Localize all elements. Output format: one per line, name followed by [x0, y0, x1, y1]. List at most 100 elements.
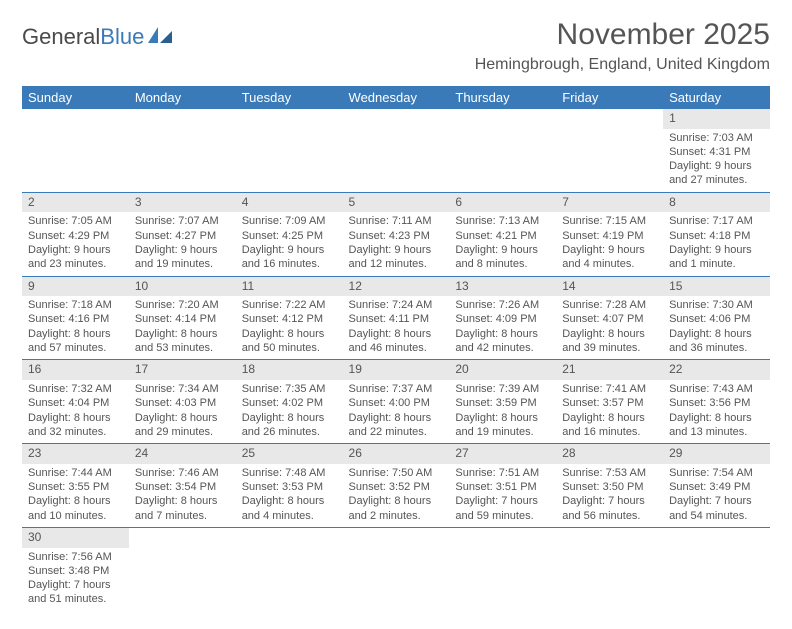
sunrise-text: Sunrise: 7:54 AM [669, 466, 764, 480]
day-data: Sunrise: 7:44 AMSunset: 3:55 PMDaylight:… [22, 464, 129, 527]
calendar-cell [236, 527, 343, 610]
calendar-week-row: 1Sunrise: 7:03 AMSunset: 4:31 PMDaylight… [22, 109, 770, 192]
calendar-cell [449, 527, 556, 610]
sunrise-text: Sunrise: 7:56 AM [28, 550, 123, 564]
day-data: Sunrise: 7:07 AMSunset: 4:27 PMDaylight:… [129, 212, 236, 275]
sunrise-text: Sunrise: 7:37 AM [349, 382, 444, 396]
daylight-text: Daylight: 8 hours and 53 minutes. [135, 327, 230, 356]
day-data: Sunrise: 7:32 AMSunset: 4:04 PMDaylight:… [22, 380, 129, 443]
sunrise-text: Sunrise: 7:39 AM [455, 382, 550, 396]
day-number: 8 [663, 193, 770, 213]
daylight-text: Daylight: 7 hours and 59 minutes. [455, 494, 550, 523]
sunset-text: Sunset: 4:04 PM [28, 396, 123, 410]
sunrise-text: Sunrise: 7:05 AM [28, 214, 123, 228]
calendar-week-row: 16Sunrise: 7:32 AMSunset: 4:04 PMDayligh… [22, 360, 770, 444]
sunset-text: Sunset: 4:14 PM [135, 312, 230, 326]
sunrise-text: Sunrise: 7:32 AM [28, 382, 123, 396]
daylight-text: Daylight: 8 hours and 50 minutes. [242, 327, 337, 356]
daylight-text: Daylight: 9 hours and 16 minutes. [242, 243, 337, 272]
calendar-cell: 22Sunrise: 7:43 AMSunset: 3:56 PMDayligh… [663, 360, 770, 444]
daylight-text: Daylight: 8 hours and 4 minutes. [242, 494, 337, 523]
calendar-cell: 19Sunrise: 7:37 AMSunset: 4:00 PMDayligh… [343, 360, 450, 444]
sunset-text: Sunset: 4:19 PM [562, 229, 657, 243]
day-data: Sunrise: 7:20 AMSunset: 4:14 PMDaylight:… [129, 296, 236, 359]
day-number: 20 [449, 360, 556, 380]
sunrise-text: Sunrise: 7:35 AM [242, 382, 337, 396]
sunset-text: Sunset: 4:16 PM [28, 312, 123, 326]
day-data: Sunrise: 7:24 AMSunset: 4:11 PMDaylight:… [343, 296, 450, 359]
calendar-cell: 13Sunrise: 7:26 AMSunset: 4:09 PMDayligh… [449, 276, 556, 360]
sunset-text: Sunset: 3:54 PM [135, 480, 230, 494]
day-number: 21 [556, 360, 663, 380]
calendar-week-row: 23Sunrise: 7:44 AMSunset: 3:55 PMDayligh… [22, 444, 770, 528]
calendar-cell [663, 527, 770, 610]
day-number: 7 [556, 193, 663, 213]
sunset-text: Sunset: 3:55 PM [28, 480, 123, 494]
calendar-cell: 28 Sunrise: 7:53 AMSunset: 3:50 PMDayligh… [556, 444, 663, 528]
day-number: 10 [129, 277, 236, 297]
page-title: November 2025 [475, 18, 770, 52]
sunrise-text: Sunrise: 7:24 AM [349, 298, 444, 312]
sunrise-text: Sunrise: 7:43 AM [669, 382, 764, 396]
day-number: 6 [449, 193, 556, 213]
sunset-text: Sunset: 3:50 PM [562, 480, 657, 494]
calendar-cell: 12Sunrise: 7:24 AMSunset: 4:11 PMDayligh… [343, 276, 450, 360]
sunset-text: Sunset: 4:07 PM [562, 312, 657, 326]
day-data: Sunrise: 7:28 AMSunset: 4:07 PMDaylight:… [556, 296, 663, 359]
logo-part1: General [22, 24, 100, 49]
daylight-text: Daylight: 7 hours and 56 minutes. [562, 494, 657, 523]
daylight-text: Daylight: 8 hours and 2 minutes. [349, 494, 444, 523]
day-number: 5 [343, 193, 450, 213]
sunrise-text: Sunrise: 7:22 AM [242, 298, 337, 312]
sunset-text: Sunset: 3:57 PM [562, 396, 657, 410]
sunset-text: Sunset: 3:52 PM [349, 480, 444, 494]
day-data: Sunrise: 7:05 AMSunset: 4:29 PMDaylight:… [22, 212, 129, 275]
day-number: 16 [22, 360, 129, 380]
day-number: 24 [129, 444, 236, 464]
day-data: Sunrise: 7:30 AMSunset: 4:06 PMDaylight:… [663, 296, 770, 359]
sunrise-text: Sunrise: 7:51 AM [455, 466, 550, 480]
day-data: Sunrise: 7:51 AMSunset: 3:51 PMDaylight:… [449, 464, 556, 527]
sunrise-text: Sunrise: 7:41 AM [562, 382, 657, 396]
day-number: 27 [449, 444, 556, 464]
calendar-cell: 14Sunrise: 7:28 AMSunset: 4:07 PMDayligh… [556, 276, 663, 360]
day-data: Sunrise: 7:22 AMSunset: 4:12 PMDaylight:… [236, 296, 343, 359]
daylight-text: Daylight: 8 hours and 10 minutes. [28, 494, 123, 523]
sunset-text: Sunset: 4:02 PM [242, 396, 337, 410]
daylight-text: Daylight: 9 hours and 4 minutes. [562, 243, 657, 272]
sunset-text: Sunset: 4:11 PM [349, 312, 444, 326]
sunrise-text: Sunrise: 7:53 AM [562, 466, 657, 480]
sunset-text: Sunset: 4:27 PM [135, 229, 230, 243]
calendar-cell: 2Sunrise: 7:05 AMSunset: 4:29 PMDaylight… [22, 192, 129, 276]
sunrise-text: Sunrise: 7:17 AM [669, 214, 764, 228]
daylight-text: Daylight: 9 hours and 12 minutes. [349, 243, 444, 272]
sunrise-text: Sunrise: 7:03 AM [669, 131, 764, 145]
sunset-text: Sunset: 3:59 PM [455, 396, 550, 410]
calendar-week-row: 2Sunrise: 7:05 AMSunset: 4:29 PMDaylight… [22, 192, 770, 276]
calendar-cell: 24Sunrise: 7:46 AMSunset: 3:54 PMDayligh… [129, 444, 236, 528]
day-data: Sunrise: 7:13 AMSunset: 4:21 PMDaylight:… [449, 212, 556, 275]
sunset-text: Sunset: 3:53 PM [242, 480, 337, 494]
day-data: Sunrise: 7:15 AMSunset: 4:19 PMDaylight:… [556, 212, 663, 275]
day-number: 15 [663, 277, 770, 297]
weekday-header: Monday [129, 86, 236, 109]
logo-text: GeneralBlue [22, 24, 144, 50]
weekday-header: Tuesday [236, 86, 343, 109]
calendar-body: 1Sunrise: 7:03 AMSunset: 4:31 PMDaylight… [22, 109, 770, 611]
calendar-cell: 17Sunrise: 7:34 AMSunset: 4:03 PMDayligh… [129, 360, 236, 444]
daylight-text: Daylight: 9 hours and 8 minutes. [455, 243, 550, 272]
day-number: 28 [556, 444, 663, 464]
day-data: Sunrise: 7:34 AMSunset: 4:03 PMDaylight:… [129, 380, 236, 443]
day-number: 22 [663, 360, 770, 380]
day-data: Sunrise: 7:48 AMSunset: 3:53 PMDaylight:… [236, 464, 343, 527]
sunset-text: Sunset: 4:29 PM [28, 229, 123, 243]
daylight-text: Daylight: 7 hours and 51 minutes. [28, 578, 123, 607]
sunset-text: Sunset: 4:03 PM [135, 396, 230, 410]
day-number: 18 [236, 360, 343, 380]
day-number: 1 [663, 109, 770, 129]
day-number: 12 [343, 277, 450, 297]
day-number: 23 [22, 444, 129, 464]
sunrise-text: Sunrise: 7:13 AM [455, 214, 550, 228]
calendar-cell [556, 109, 663, 192]
calendar-cell: 7Sunrise: 7:15 AMSunset: 4:19 PMDaylight… [556, 192, 663, 276]
